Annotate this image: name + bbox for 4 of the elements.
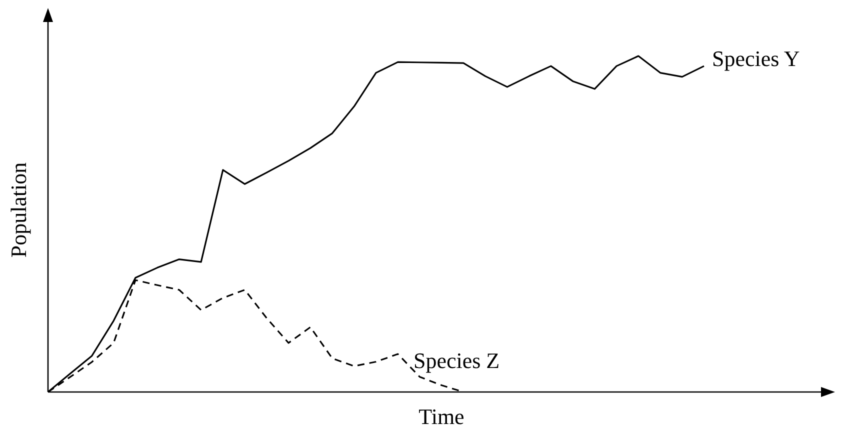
series-label: Species Y: [712, 46, 800, 72]
y-axis-title: Population: [6, 162, 31, 258]
series-label: Species Z: [413, 348, 500, 373]
x-axis-title: Time: [418, 404, 464, 429]
